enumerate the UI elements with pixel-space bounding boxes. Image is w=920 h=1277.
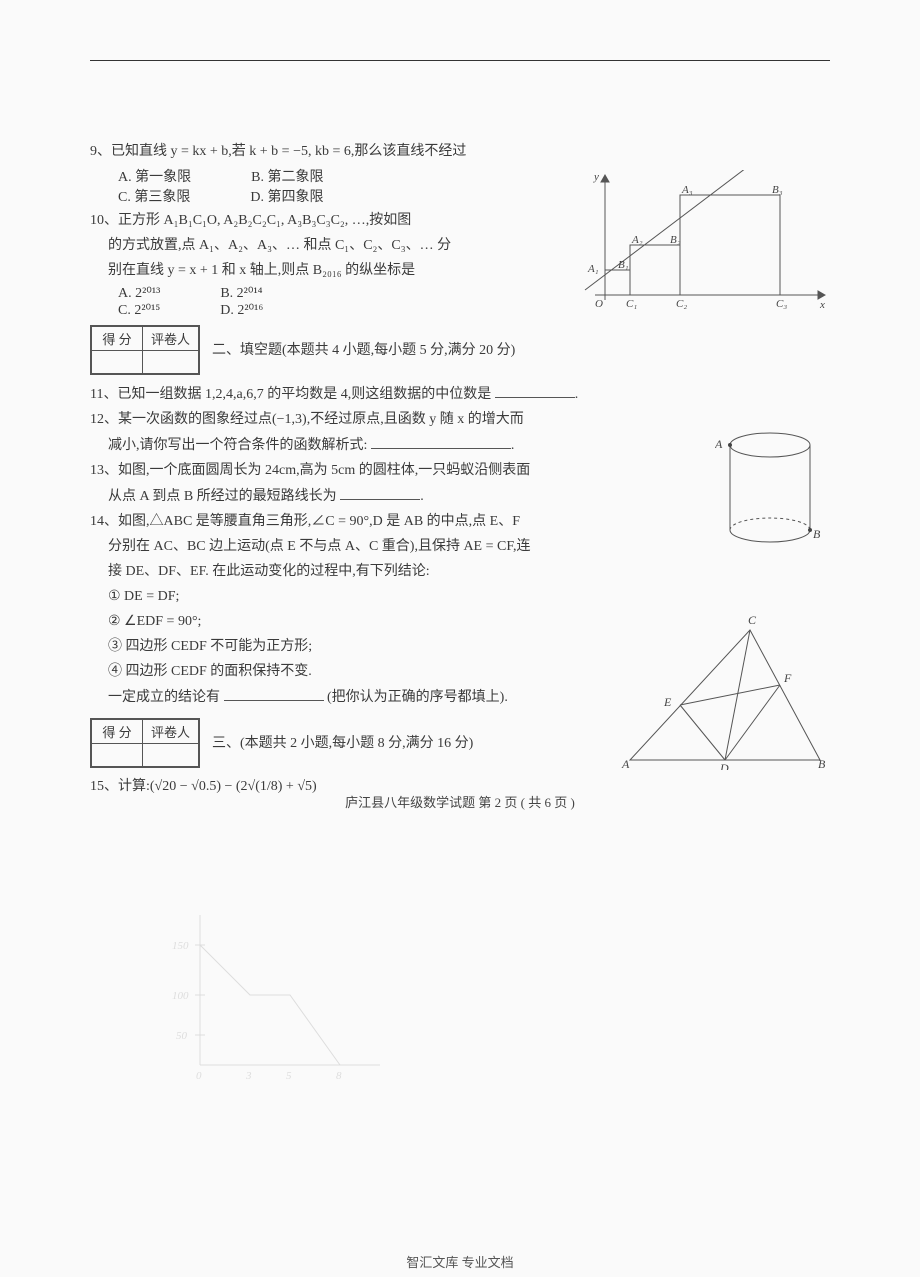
q9-A: A. 第一象限 xyxy=(118,166,191,186)
lbl-A1: A₁ xyxy=(587,263,599,275)
q13-figure: A B xyxy=(715,430,825,550)
tri-D: D xyxy=(719,761,729,770)
q10-A: A. 2²⁰¹³ xyxy=(118,285,160,302)
lbl-y: y xyxy=(593,171,599,183)
lbl-O: O xyxy=(595,298,603,310)
q11-blank xyxy=(495,383,575,398)
cyl-A: A xyxy=(715,437,723,451)
score-box-2: 得 分评卷人 xyxy=(90,325,200,375)
sb-c1: 得 分 xyxy=(92,327,143,351)
q12-line2: 减小,请你写出一个符合条件的函数解析式: xyxy=(108,438,367,453)
sb-blank2 xyxy=(143,351,199,374)
q11-text: 11、已知一组数据 1,2,4,a,6,7 的平均数是 4,则这组数据的中位数是 xyxy=(90,387,491,402)
sb3-c2: 评卷人 xyxy=(143,720,199,744)
tri-A: A xyxy=(621,757,630,770)
q14-asknote: (把你认为正确的序号都填上). xyxy=(327,690,508,705)
gx-3: 3 xyxy=(245,1070,252,1082)
sb3-c1: 得 分 xyxy=(92,720,143,744)
q12-blank xyxy=(371,434,511,449)
sb3-blank2 xyxy=(143,744,199,767)
lbl-A3: A₃ xyxy=(681,184,693,196)
cyl-B: B xyxy=(813,527,821,541)
page-footer: 庐江县八年级数学试题 第 2 页 ( 共 6 页 ) xyxy=(0,792,920,811)
tri-F: F xyxy=(783,671,792,685)
q14-ask: 一定成立的结论有 xyxy=(108,690,220,705)
q9-stem: 9、已知直线 y = kx + b,若 k + b = −5, kb = 6,那… xyxy=(90,141,830,162)
tri-E: E xyxy=(663,695,672,709)
tri-C: C xyxy=(748,613,757,627)
section3-title: 三、(本题共 2 小题,每小题 8 分,满分 16 分) xyxy=(212,732,473,752)
q9-B: B. 第二象限 xyxy=(251,166,323,186)
q10-figure: y x O A₁ A₂ A₃ B₁ B₂ B₃ C₁ C₂ C₃ xyxy=(580,170,830,310)
lbl-x: x xyxy=(819,299,825,310)
section2-title: 二、填空题(本题共 4 小题,每小题 5 分,满分 20 分) xyxy=(212,339,515,359)
lbl-A2: A₂ xyxy=(631,234,643,246)
watermark: 智汇文库 专业文档 xyxy=(0,1252,920,1271)
q15-ghost-chart: 150 100 50 0 3 5 8 xyxy=(170,905,390,1085)
gy-50: 50 xyxy=(176,1030,188,1042)
q9-D: D. 第四象限 xyxy=(250,186,323,206)
q13-line2: 从点 A 到点 B 所经过的最短路线长为 xyxy=(108,489,337,504)
sb-blank1 xyxy=(92,351,143,374)
lbl-C3: C₃ xyxy=(776,298,787,310)
q14-blank xyxy=(224,686,324,701)
sb3-blank1 xyxy=(92,744,143,767)
gy-150: 150 xyxy=(172,940,189,952)
q9-C: C. 第三象限 xyxy=(118,186,190,206)
section2-header: 得 分评卷人 二、填空题(本题共 4 小题,每小题 5 分,满分 20 分) xyxy=(90,319,830,379)
q12-line1: 12、某一次函数的图象经过点(−1,3),不经过原点,且函数 y 随 x 的增大… xyxy=(90,409,830,430)
q13-blank xyxy=(340,485,420,500)
sb-c2: 评卷人 xyxy=(143,327,199,351)
tri-B: B xyxy=(818,757,826,770)
lbl-C2: C₂ xyxy=(676,298,687,310)
q10-D: D. 2²⁰¹⁶ xyxy=(220,302,263,319)
q10-B: B. 2²⁰¹⁴ xyxy=(220,285,262,302)
lbl-C1: C₁ xyxy=(626,298,637,310)
q14-figure: A B C D E F xyxy=(620,610,830,770)
q14-c1: ① DE = DF; xyxy=(90,586,830,607)
lbl-B1: B₁ xyxy=(618,259,629,271)
lbl-B2: B₂ xyxy=(670,234,681,246)
q10-C: C. 2²⁰¹⁵ xyxy=(118,302,160,319)
q11: 11、已知一组数据 1,2,4,a,6,7 的平均数是 4,则这组数据的中位数是… xyxy=(90,383,830,405)
score-box-3: 得 分评卷人 xyxy=(90,718,200,768)
q14-line3: 接 DE、DF、EF. 在此运动变化的过程中,有下列结论: xyxy=(90,561,830,582)
top-rule xyxy=(90,60,830,61)
gx-0: 0 xyxy=(196,1070,202,1082)
gy-100: 100 xyxy=(172,990,189,1002)
gx-8: 8 xyxy=(336,1070,342,1082)
gx-5: 5 xyxy=(286,1070,292,1082)
lbl-B3: B₃ xyxy=(772,184,783,196)
